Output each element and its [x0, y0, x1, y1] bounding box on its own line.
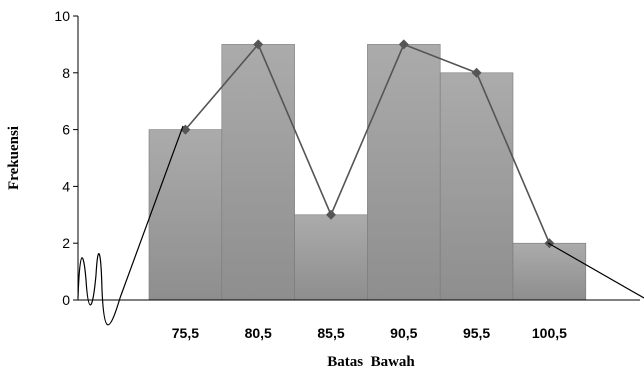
- y-axis-title: Frekuensi: [6, 126, 22, 190]
- axes-group: [77, 16, 640, 301]
- bars-group: [148, 44, 587, 301]
- x-axis-title: Batas Bawah: [327, 354, 415, 370]
- polygon-point-90-5: [398, 39, 409, 50]
- y-tick-label: 10: [54, 8, 70, 24]
- y-tick-label: 2: [62, 235, 70, 251]
- y-tick-label: 8: [62, 65, 70, 81]
- y-tick-label: 4: [62, 178, 70, 194]
- y-ticks-group: 0 2 4 6 8 10: [54, 8, 78, 308]
- axis-break-squiggle: [77, 253, 121, 326]
- x-tick-label: 80,5: [245, 325, 272, 341]
- x-tick-label: 85,5: [317, 325, 344, 341]
- x-tick-label: 90,5: [390, 325, 417, 341]
- left-extension-line: [119, 125, 184, 299]
- bar-85-5: [294, 214, 368, 301]
- bar-90-5: [367, 44, 441, 301]
- bar-75-5: [148, 129, 223, 301]
- polygon-point-80-5: [253, 39, 264, 50]
- polygon-point-75-5: [180, 124, 191, 135]
- bar-100-5: [512, 242, 587, 301]
- hand-drawn-lines: [77, 125, 644, 326]
- x-tick-label: 100,5: [532, 325, 567, 341]
- bar-95-5: [439, 72, 514, 301]
- polygon-point-95-5: [471, 67, 482, 78]
- x-tick-label: 75,5: [172, 325, 199, 341]
- y-tick-label: 0: [62, 292, 70, 308]
- polygon-point-85-5: [326, 209, 336, 220]
- y-tick-label: 6: [62, 122, 70, 138]
- polygon-line: [184, 42, 551, 244]
- x-tick-label: 95,5: [463, 325, 490, 341]
- x-ticks-group: 75,5 80,5 85,5 90,5 95,5 100,5: [172, 325, 567, 341]
- right-extension-line: [547, 242, 644, 299]
- bar-80-5: [221, 44, 295, 301]
